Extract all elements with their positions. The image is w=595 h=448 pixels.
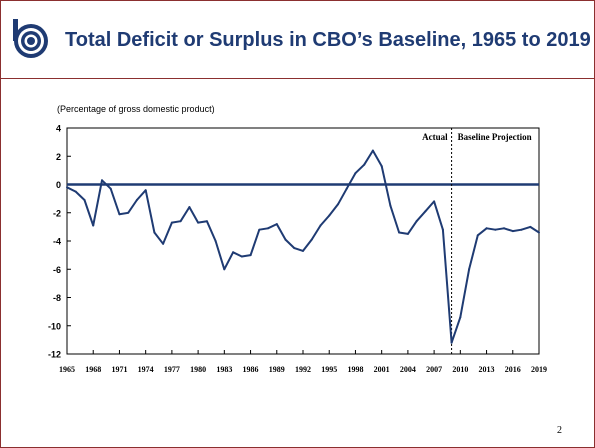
data-point [345,187,348,190]
data-point [135,199,138,201]
data-point [92,224,95,227]
data-point [249,254,252,257]
data-point [74,190,77,193]
data-point [293,247,296,250]
y-tick-label: 0 [56,180,61,190]
x-tick-label: 1983 [216,365,232,374]
data-point [529,225,532,228]
data-point [371,149,374,152]
y-tick-label: -6 [53,265,61,275]
data-point [310,238,313,241]
y-tick-label: -2 [53,208,61,218]
data-point [450,341,453,344]
data-point [302,249,304,252]
data-point [267,227,269,230]
x-tick-label: 2019 [531,365,547,374]
data-point [197,221,200,224]
x-tick-label: 2010 [452,365,468,374]
data-point [520,228,523,231]
data-point [511,230,514,233]
data-point [127,211,130,214]
data-point [406,232,409,235]
page-number: 2 [557,425,562,436]
data-point [363,163,366,166]
baseline-projection-label: Baseline Projection [458,132,532,142]
data-point [328,214,331,217]
x-tick-label: 1971 [111,365,127,374]
data-point [118,213,121,216]
actual-label: Actual [422,132,448,142]
y-tick-label: 4 [56,124,61,134]
x-tick-label: 1977 [164,365,180,374]
data-point [275,223,278,226]
data-point [170,221,173,224]
y-tick-label: -4 [53,237,61,247]
y-tick-label: -12 [48,350,61,360]
data-point [153,231,156,234]
data-point [162,242,165,245]
data-point [83,199,86,201]
data-point [232,251,235,254]
x-tick-label: 1965 [59,365,75,374]
x-tick-label: 1986 [243,365,259,374]
data-point [337,203,339,206]
page-title: Total Deficit or Surplus in CBO’s Baseli… [65,29,591,51]
data-point [485,227,488,230]
x-tick-label: 2001 [374,365,390,374]
deficit-series-line [66,149,540,344]
data-point [441,228,444,231]
data-point [284,238,287,241]
data-point [415,220,418,223]
y-tick-label: 2 [56,152,61,162]
data-point [205,220,208,223]
y-tick-label: -10 [48,321,61,331]
data-point [188,206,191,209]
data-point [389,204,392,207]
x-tick-label: 2016 [505,365,521,374]
data-point [476,234,479,237]
plot-frame [66,127,540,355]
y-axis-label: (Percentage of gross domestic product) [57,104,215,114]
data-point [223,268,226,271]
x-tick-label: 1980 [190,365,206,374]
x-tick-label: 1995 [321,365,337,374]
data-point [424,210,427,213]
data-point [258,228,261,231]
data-point [468,268,471,271]
data-point [214,240,217,242]
data-point [459,316,462,319]
x-tick-label: 1998 [347,365,363,374]
data-point [503,227,505,230]
data-point [319,224,322,227]
data-point [144,189,147,192]
x-tick-label: 1968 [85,365,101,374]
x-tick-label: 1989 [269,365,285,374]
data-point [240,255,243,258]
data-point [380,165,383,168]
data-point [101,179,103,182]
x-tick-label: 2004 [400,365,416,374]
data-point [354,172,357,175]
data-point [538,231,540,234]
data-point [398,231,401,234]
data-point [109,187,112,190]
x-tick-label: 1974 [138,365,154,374]
header: Total Deficit or Surplus in CBO’s Baseli… [1,1,594,79]
data-point [66,186,68,189]
data-point [179,220,182,223]
y-tick-label: -8 [53,293,61,303]
data-point [494,228,497,231]
x-tick-label: 2007 [426,365,442,374]
x-tick-label: 2013 [479,365,495,374]
x-tick-label: 1992 [295,365,311,374]
data-point [433,200,436,203]
cbo-logo-icon [13,19,48,58]
